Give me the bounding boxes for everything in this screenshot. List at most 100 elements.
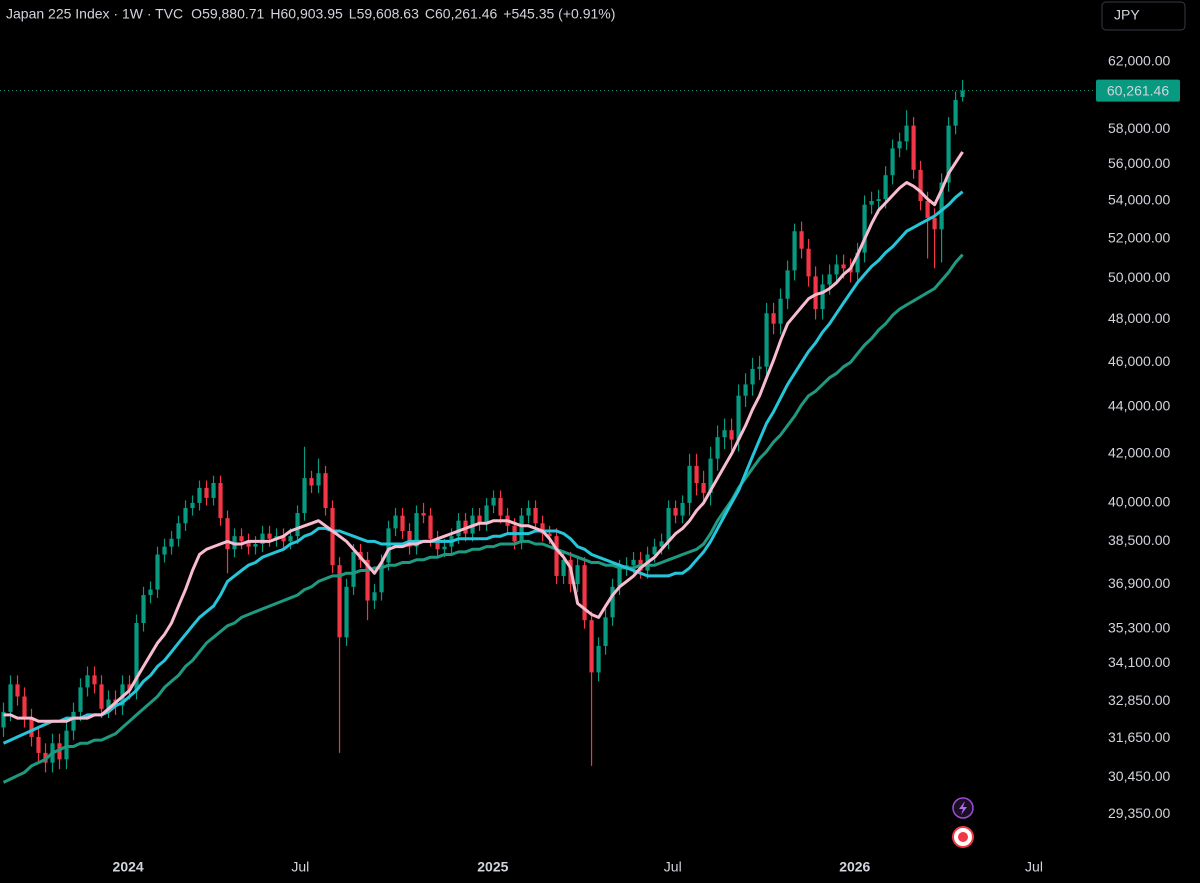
candle-body	[169, 538, 174, 547]
candle-body	[365, 559, 370, 601]
candle-body	[582, 565, 587, 621]
candle-body	[743, 384, 748, 396]
candle-body	[925, 200, 930, 218]
candle-body	[267, 533, 272, 539]
y-tick-label: 48,000.00	[1108, 310, 1170, 326]
candle-body	[15, 684, 20, 697]
candle-body	[197, 487, 202, 503]
ohlc-value: 59,880.71	[202, 6, 264, 22]
candle-body	[134, 623, 139, 691]
y-tick-label: 56,000.00	[1108, 155, 1170, 171]
candle-body	[309, 478, 314, 486]
candle-body	[428, 515, 433, 539]
candle-body	[603, 617, 608, 646]
candle-body	[183, 507, 188, 524]
ohlc-value: 60,903.95	[280, 6, 342, 22]
candle-body	[813, 276, 818, 310]
y-tick-label: 35,300.00	[1108, 619, 1170, 635]
x-tick-label: Jul	[1025, 859, 1043, 875]
symbol-title: Japan 225 Index · 1W · TVC	[6, 6, 183, 22]
y-tick-label: 50,000.00	[1108, 269, 1170, 285]
candle-body	[736, 395, 741, 440]
lightning-glyph	[959, 801, 967, 815]
candle-body	[547, 533, 552, 537]
y-tick-label: 31,650.00	[1108, 729, 1170, 745]
candle-body	[701, 483, 706, 493]
record-icon[interactable]	[952, 826, 974, 848]
candle-body	[946, 125, 951, 183]
candle-body	[960, 90, 965, 97]
candle-body	[407, 530, 412, 547]
candle-body	[848, 268, 853, 273]
candle-body	[869, 200, 874, 205]
ohlc-key: O	[191, 6, 202, 22]
candle-body	[897, 141, 902, 149]
candle-body	[330, 507, 335, 566]
candle-body	[162, 546, 167, 555]
candle-body	[393, 515, 398, 529]
lightning-icon[interactable]	[952, 797, 974, 819]
candle-body	[491, 497, 496, 506]
candle-body	[855, 252, 860, 273]
candle-body	[85, 675, 90, 688]
candle-body	[148, 589, 153, 596]
candle-body	[176, 523, 181, 539]
moving-average-line	[2, 253, 964, 784]
candle-body	[64, 730, 69, 760]
candle-body	[22, 696, 27, 719]
candle-body	[729, 430, 734, 440]
x-tick-label: Jul	[291, 859, 309, 875]
candle-body	[757, 366, 762, 369]
candle-body	[400, 515, 405, 531]
candle-body	[939, 182, 944, 230]
candle-body	[302, 478, 307, 514]
currency-box[interactable]	[1101, 1, 1186, 31]
x-tick-label: 2024	[113, 859, 144, 875]
candle-body	[316, 473, 321, 486]
candle-body	[771, 313, 776, 324]
currency-label[interactable]: JPY	[1114, 7, 1140, 23]
y-tick-label: 42,000.00	[1108, 445, 1170, 461]
ohlc-key: H	[270, 6, 280, 22]
candle-body	[617, 567, 622, 587]
candle-body	[414, 513, 419, 547]
candle-body	[323, 473, 328, 508]
candle-body	[722, 430, 727, 438]
candle-body	[883, 175, 888, 200]
candle-body	[806, 248, 811, 277]
candle-body	[687, 465, 692, 503]
y-tick-label: 52,000.00	[1108, 230, 1170, 246]
ohlc-key: L	[349, 6, 357, 22]
candle-body	[435, 538, 440, 550]
candle-body	[92, 675, 97, 685]
plot-area	[0, 79, 1096, 784]
legend-header: Japan 225 Index · 1W · TVC O 59,880.71 H 60…	[6, 6, 615, 22]
y-tick-label: 62,000.00	[1108, 53, 1170, 69]
candle-body	[540, 523, 545, 534]
x-tick-label: Jul	[664, 859, 682, 875]
candle-body	[911, 125, 916, 170]
candle-body	[792, 231, 797, 271]
candle-body	[260, 533, 265, 545]
candle-body	[631, 559, 636, 566]
candle-body	[99, 684, 104, 709]
candle-body	[953, 100, 958, 126]
candle-body	[862, 204, 867, 253]
ohlc-key: C	[425, 6, 435, 22]
candle-body	[204, 487, 209, 498]
moving-average-line	[3, 151, 964, 723]
candle-body	[519, 515, 524, 542]
candle-body	[841, 264, 846, 269]
currency-button[interactable]: JPY	[1101, 1, 1186, 31]
candle-body	[155, 554, 160, 590]
y-tick-label: 46,000.00	[1108, 353, 1170, 369]
candle-body	[253, 544, 258, 547]
candle-body	[246, 541, 251, 547]
candle-body	[281, 536, 286, 542]
candle-body	[372, 592, 377, 601]
candle-body	[834, 264, 839, 275]
candle-body	[715, 437, 720, 459]
